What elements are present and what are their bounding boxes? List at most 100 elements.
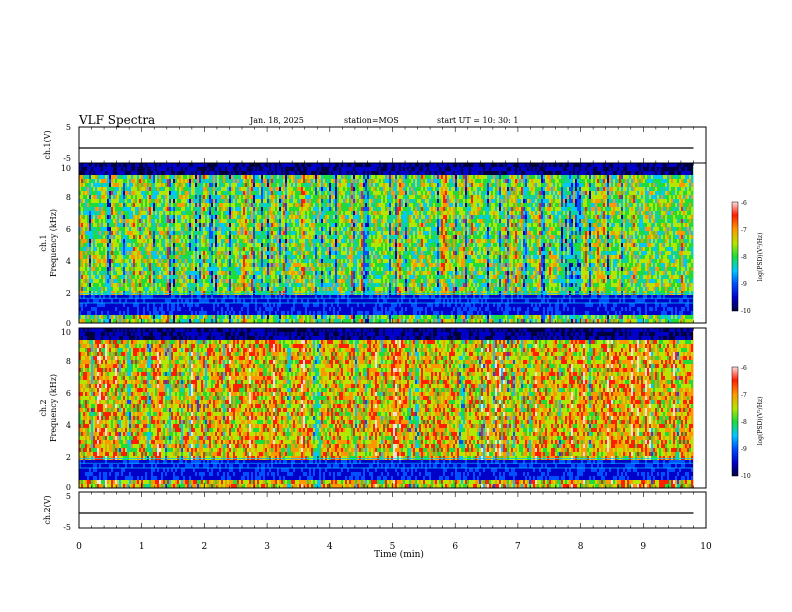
spectrogram-cell xyxy=(283,235,285,239)
spectrogram-cell xyxy=(269,311,271,315)
spectrogram-cell xyxy=(81,255,83,259)
spectrogram-cell xyxy=(299,163,301,167)
spectrogram-cell xyxy=(119,259,121,263)
spectrogram-cell xyxy=(249,219,251,223)
spectrogram-cell xyxy=(87,255,89,259)
spectrogram-cell xyxy=(227,175,229,179)
spectrogram-cell xyxy=(87,187,89,191)
spectrogram-cell xyxy=(109,175,111,179)
spectrogram-cell xyxy=(201,287,203,291)
spectrogram-cell xyxy=(119,227,121,231)
spectrogram-cell xyxy=(189,283,191,287)
spectrogram-cell xyxy=(179,283,181,287)
spectrogram-cell xyxy=(81,275,83,279)
spectrogram-cell xyxy=(303,255,305,259)
spectrogram-cell xyxy=(145,207,147,211)
spectrogram-cell xyxy=(219,255,221,259)
spectrogram-cell xyxy=(307,163,309,167)
spectrogram-cell xyxy=(323,231,325,235)
spectrogram-cell xyxy=(311,271,313,275)
spectrogram-cell xyxy=(171,167,173,171)
spectrogram-cell xyxy=(299,175,301,179)
spectrogram-cell xyxy=(157,267,159,271)
spectrogram-cell xyxy=(179,247,181,251)
spectrogram-cell xyxy=(93,179,95,183)
spectrogram-cell xyxy=(253,187,255,191)
spectrogram-cell xyxy=(197,167,199,171)
spectrogram-cell xyxy=(217,187,219,191)
spectrogram-cell xyxy=(213,223,215,227)
spectrogram-cell xyxy=(199,223,201,227)
spectrogram-cell xyxy=(155,287,157,291)
spectrogram-cell xyxy=(183,275,185,279)
spectrogram-cell xyxy=(165,263,167,267)
spectrogram-cell xyxy=(315,227,317,231)
spectrogram-cell xyxy=(137,183,139,187)
spectrogram-cell xyxy=(283,207,285,211)
spectrogram-cell xyxy=(117,319,119,323)
spectrogram-cell xyxy=(211,187,213,191)
spectrogram-cell xyxy=(323,243,325,247)
spectrogram-cell xyxy=(87,299,89,303)
spectrogram-cell xyxy=(113,291,115,295)
spectrogram-cell xyxy=(293,191,295,195)
spectrogram-cell xyxy=(129,311,131,315)
spectrogram-cell xyxy=(227,239,229,243)
spectrogram-cell xyxy=(309,263,311,267)
spectrogram-cell xyxy=(87,163,89,167)
spectrogram-cell xyxy=(243,271,245,275)
spectrogram-cell xyxy=(85,207,87,211)
spectrogram-cell xyxy=(191,227,193,231)
spectrogram-cell xyxy=(205,275,207,279)
spectrogram-cell xyxy=(245,187,247,191)
spectrogram-cell xyxy=(175,219,177,223)
spectrogram-cell xyxy=(233,223,235,227)
spectrogram-cell xyxy=(107,251,109,255)
spectrogram-cell xyxy=(281,243,283,247)
spectrogram-cell xyxy=(81,307,83,311)
spectrogram-cell xyxy=(305,187,307,191)
spectrogram-cell xyxy=(209,227,211,231)
spectrogram-cell xyxy=(111,235,113,239)
spectrogram-cell xyxy=(247,311,249,315)
spectrogram-cell xyxy=(133,243,135,247)
spectrogram-cell xyxy=(185,299,187,303)
spectrogram-cell xyxy=(175,307,177,311)
spectrogram-cell xyxy=(263,287,265,291)
spectrogram-cell xyxy=(127,171,129,175)
spectrogram-cell xyxy=(279,263,281,267)
spectrogram-cell xyxy=(93,303,95,307)
spectrogram-cell xyxy=(143,263,145,267)
spectrogram-cell xyxy=(189,311,191,315)
spectrogram-cell xyxy=(325,191,327,195)
spectrogram-cell xyxy=(89,307,91,311)
spectrogram-cell xyxy=(281,299,283,303)
spectrogram-cell xyxy=(105,315,107,319)
spectrogram-cell xyxy=(143,287,145,291)
spectrogram-cell xyxy=(203,299,205,303)
spectrogram-cell xyxy=(193,279,195,283)
spectrogram-cell xyxy=(83,311,85,315)
spectrogram-cell xyxy=(229,183,231,187)
spectrogram-cell xyxy=(201,279,203,283)
spectrogram-cell xyxy=(97,283,99,287)
spectrogram-cell xyxy=(321,259,323,263)
spectrogram-cell xyxy=(311,311,313,315)
spectrogram-cell xyxy=(327,187,329,191)
spectrogram-cell xyxy=(91,255,93,259)
spectrogram-cell xyxy=(209,303,211,307)
spectrogram-cell xyxy=(195,163,197,167)
spectrogram-cell xyxy=(313,203,315,207)
spectrogram-cell xyxy=(217,267,219,271)
spectrogram-cell xyxy=(103,195,105,199)
spectrogram-cell xyxy=(309,167,311,171)
spectrogram-cell xyxy=(97,171,99,175)
spectrogram-cell xyxy=(215,235,217,239)
spectrogram-cell xyxy=(307,171,309,175)
spectrogram-cell xyxy=(111,211,113,215)
spectrogram-cell xyxy=(195,179,197,183)
spectrogram-cell xyxy=(129,299,131,303)
spectrogram-cell xyxy=(113,243,115,247)
spectrogram-cell xyxy=(83,279,85,283)
spectrogram-cell xyxy=(311,275,313,279)
